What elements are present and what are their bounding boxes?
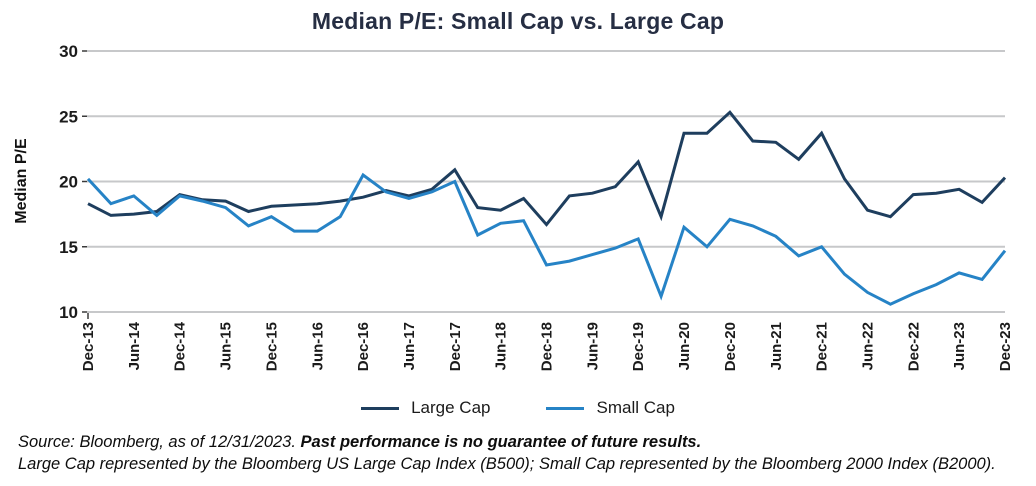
x-tick-label: Jun-18 <box>493 322 510 370</box>
legend-item-small-cap: Small Cap <box>546 398 675 418</box>
y-tick-label: 15 <box>59 238 78 257</box>
footnote-line-2: Large Cap represented by the Bloomberg U… <box>18 455 996 473</box>
x-tick-label: Dec-18 <box>539 322 556 371</box>
legend: Large Cap Small Cap <box>0 398 1036 418</box>
x-tick-label: Dec-23 <box>997 322 1014 371</box>
line-large-cap <box>87 110 1007 227</box>
x-tick-label: Dec-22 <box>905 322 922 371</box>
y-tick-label: 30 <box>59 42 78 61</box>
legend-swatch-large-cap <box>361 406 400 410</box>
y-tick-label: 20 <box>59 173 78 192</box>
y-tick-label: 25 <box>59 107 78 126</box>
y-tick-label: 10 <box>59 303 78 322</box>
x-tick-label: Jun-17 <box>401 322 418 370</box>
x-tick-label: Jun-22 <box>859 322 876 370</box>
x-tick-label: Dec-14 <box>172 321 189 371</box>
x-tick-label: Jun-14 <box>126 321 143 370</box>
footnote-line-1: Source: Bloomberg, as of 12/31/2023. Pas… <box>18 431 1022 453</box>
chart-title: Median P/E: Small Cap vs. Large Cap <box>311 8 725 34</box>
x-tick-label: Jun-15 <box>218 322 235 370</box>
footnote-disclaimer-text: Past performance is no guarantee of futu… <box>300 433 702 451</box>
legend-item-large-cap: Large Cap <box>361 398 490 418</box>
x-tick-label: Dec-20 <box>722 322 739 371</box>
legend-label-small-cap: Small Cap <box>596 398 675 417</box>
x-tick-label: Dec-21 <box>814 322 831 371</box>
x-tick-label: Jun-16 <box>309 322 326 370</box>
plot-area: 10 15 20 25 30 Dec-13 Jun-14 Dec-14 Jun-15 Dec-15… <box>59 42 1014 371</box>
line-small-cap <box>86 172 1007 306</box>
source-note: Source: Bloomberg, as of 12/31/2023. Pas… <box>18 431 1022 475</box>
x-tick-label: Jun-21 <box>768 322 785 370</box>
legend-label-large-cap: Large Cap <box>411 398 491 417</box>
x-tick-label: Dec-15 <box>263 322 280 371</box>
footnote-source-text: Source: Bloomberg, as of 12/31/2023. <box>18 433 301 451</box>
x-tick-label: Dec-16 <box>355 322 372 371</box>
x-tick-label: Jun-20 <box>676 322 693 370</box>
x-tick-label: Dec-19 <box>630 322 647 371</box>
x-tick-label: Jun-23 <box>951 322 968 370</box>
x-tick-label: Dec-13 <box>80 322 97 371</box>
legend-swatch-small-cap <box>546 406 585 410</box>
x-tick-label: Jun-19 <box>584 322 601 370</box>
x-tick-label: Dec-17 <box>447 322 464 371</box>
